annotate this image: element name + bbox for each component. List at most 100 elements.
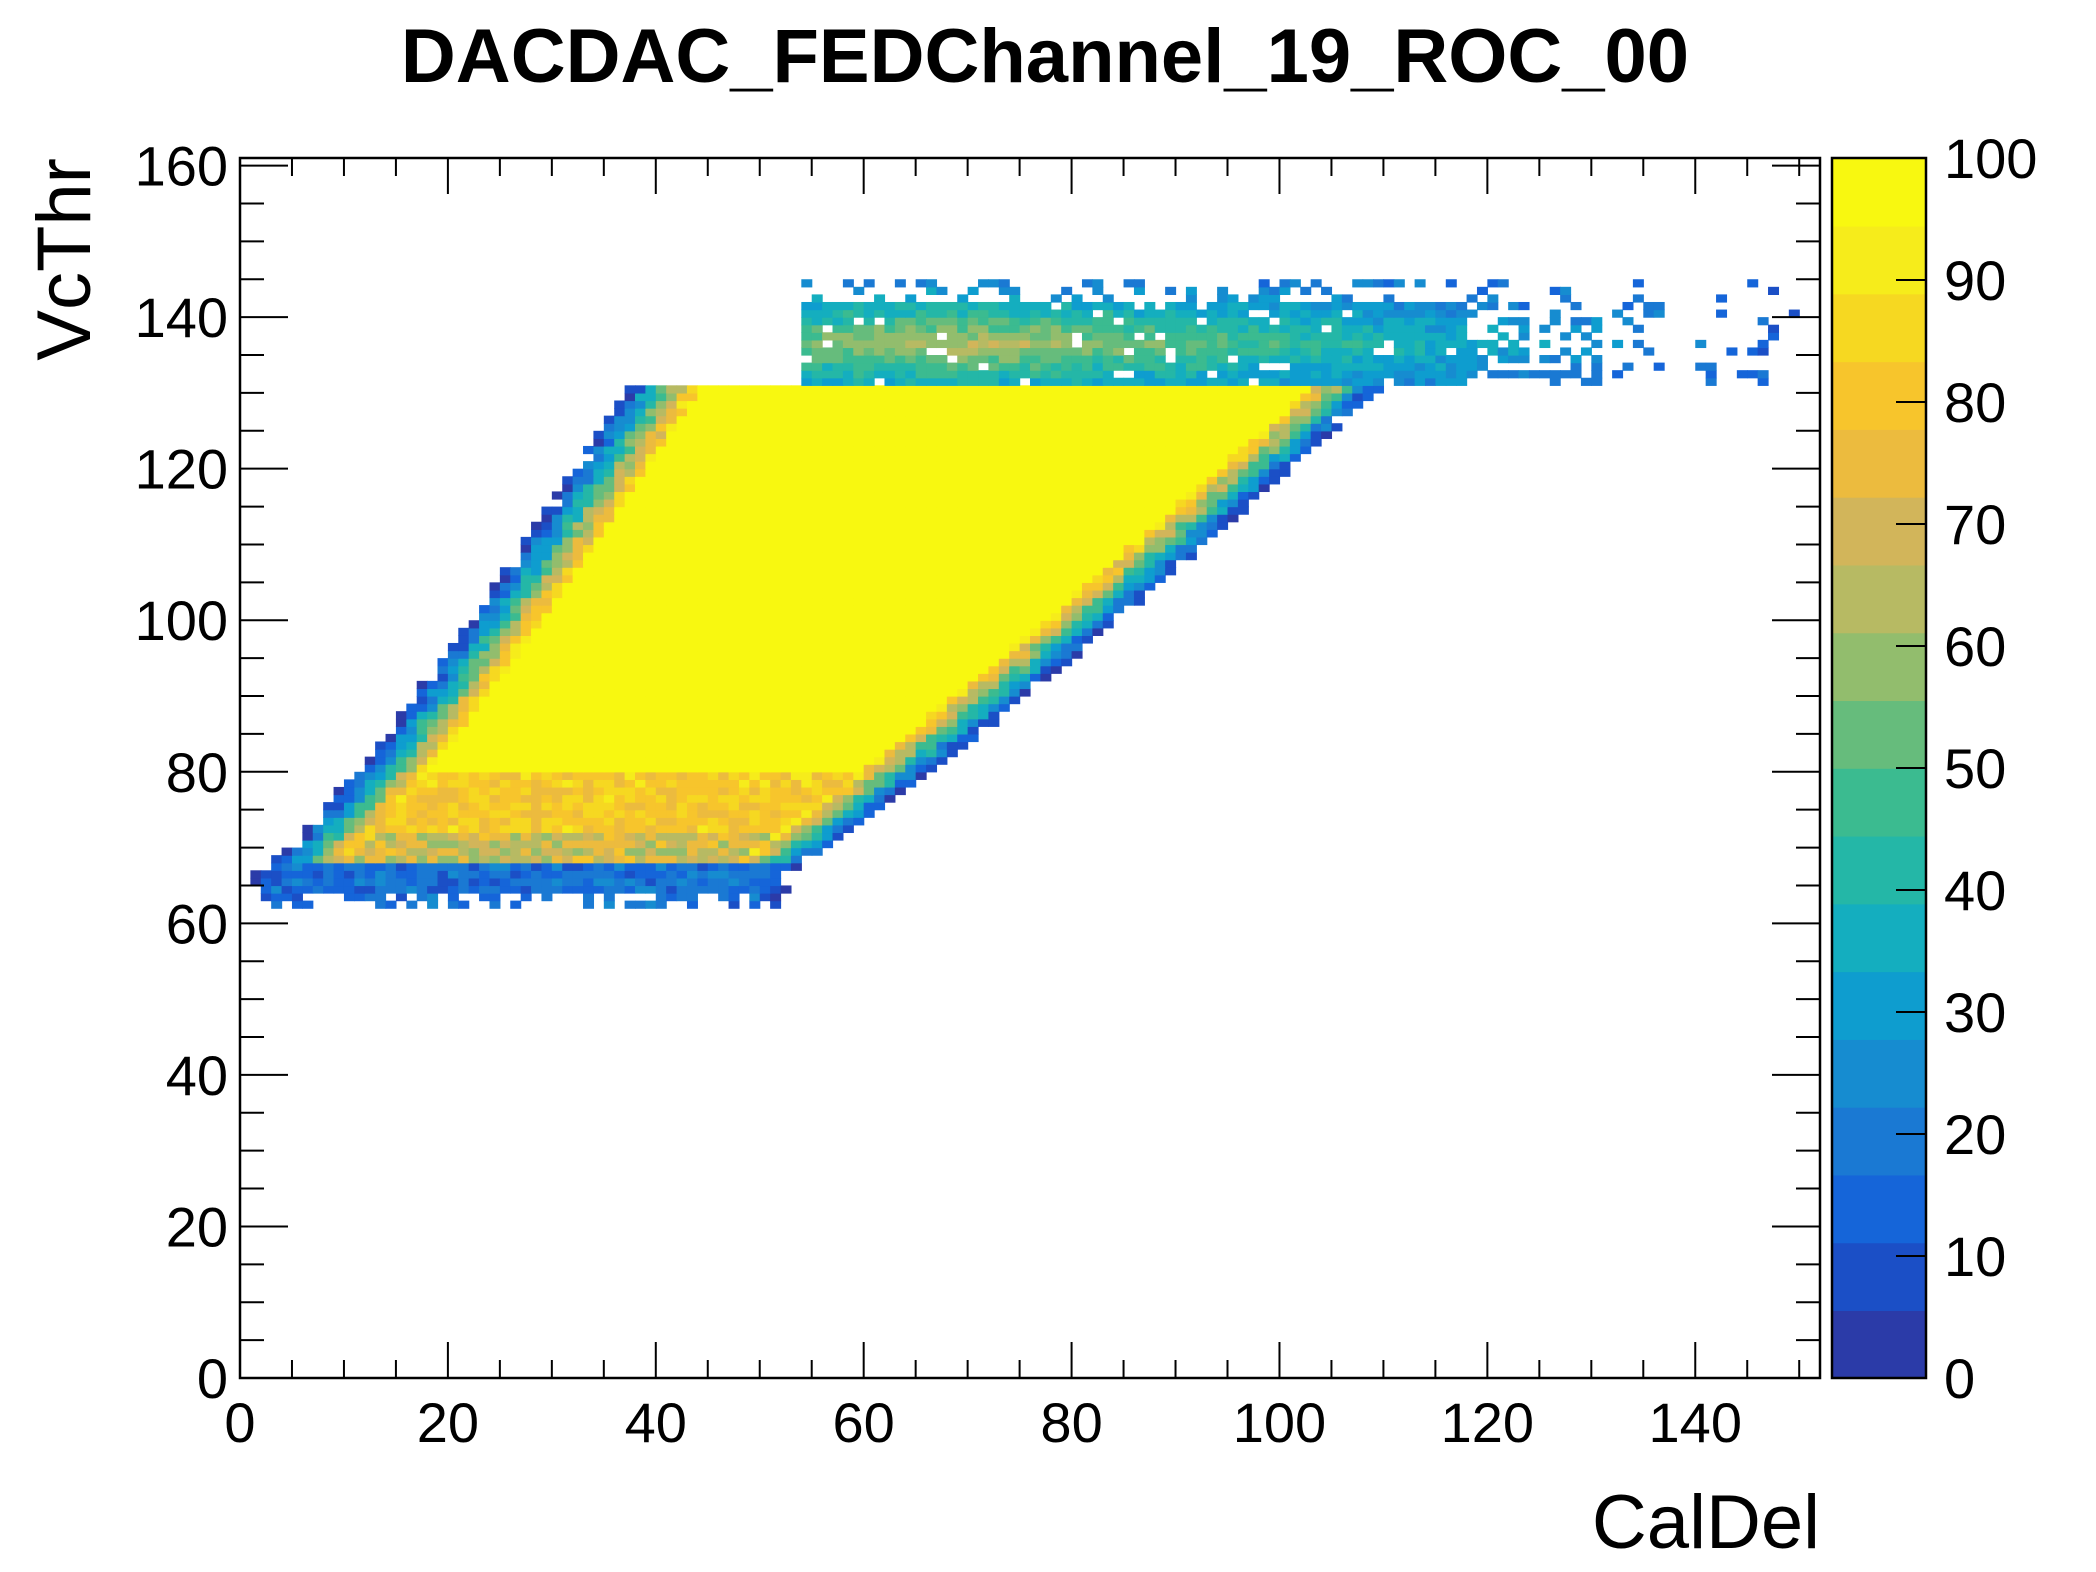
heatmap-cell xyxy=(593,430,605,439)
heatmap-cell xyxy=(1435,347,1447,356)
heatmap-cell xyxy=(645,877,657,887)
heatmap-cell xyxy=(676,877,688,887)
heatmap-cell xyxy=(1144,362,1156,371)
heatmap-cell xyxy=(842,370,854,379)
heatmap-cell xyxy=(1061,347,1073,356)
heatmap-cell xyxy=(759,824,771,834)
heatmap-cell xyxy=(780,703,792,712)
heatmap-cell xyxy=(1071,377,1083,386)
heatmap-cell xyxy=(635,461,646,470)
heatmap-cell xyxy=(1154,521,1166,530)
heatmap-cell xyxy=(874,324,886,333)
heatmap-cell xyxy=(988,476,1000,485)
heatmap-cell xyxy=(1185,423,1197,432)
heatmap-cell xyxy=(1133,476,1145,485)
heatmap-cell xyxy=(1050,498,1062,508)
heatmap-cell xyxy=(926,362,938,371)
heatmap-cell xyxy=(468,817,480,826)
heatmap-cell xyxy=(541,726,553,735)
heatmap-cell xyxy=(1123,438,1135,447)
heatmap-cell xyxy=(551,597,563,606)
heatmap-cell xyxy=(1237,468,1249,477)
heatmap-cell xyxy=(1258,468,1270,477)
heatmap-cell xyxy=(676,839,688,849)
heatmap-cell xyxy=(998,597,1010,606)
heatmap-cell xyxy=(759,544,771,553)
heatmap-cell xyxy=(884,430,896,439)
heatmap-cell xyxy=(707,855,719,864)
heatmap-cell xyxy=(884,635,896,644)
heatmap-cell xyxy=(1019,680,1031,690)
heatmap-cell xyxy=(884,461,896,470)
heatmap-cell xyxy=(531,521,543,530)
heatmap-cell xyxy=(738,498,750,508)
heatmap-cell xyxy=(603,491,615,500)
heatmap-cell xyxy=(988,430,1000,439)
heatmap-cell xyxy=(707,498,719,508)
heatmap-cell xyxy=(853,377,865,386)
heatmap-cell xyxy=(1196,483,1208,493)
heatmap-cell xyxy=(1373,355,1385,364)
heatmap-cell xyxy=(1165,324,1177,333)
heatmap-cell xyxy=(998,696,1010,705)
heatmap-cell xyxy=(1175,317,1187,326)
heatmap-cell xyxy=(260,877,272,887)
heatmap-cell xyxy=(863,536,875,546)
heatmap-cell xyxy=(603,802,615,811)
heatmap-cell xyxy=(624,726,636,735)
heatmap-cell xyxy=(936,741,948,750)
heatmap-cell xyxy=(499,794,511,803)
heatmap-cell xyxy=(946,317,958,326)
heatmap-cell xyxy=(614,468,626,477)
heatmap-cell xyxy=(1019,453,1031,462)
heatmap-cell xyxy=(1123,430,1135,439)
heatmap-cell xyxy=(562,703,574,712)
heatmap-cell xyxy=(697,529,709,538)
heatmap-cell xyxy=(749,839,761,849)
heatmap-cell xyxy=(915,680,927,690)
heatmap-cell xyxy=(635,703,646,712)
heatmap-cell xyxy=(801,309,813,318)
heatmap-cell xyxy=(780,597,792,606)
heatmap-cell xyxy=(1289,377,1301,386)
heatmap-cell xyxy=(499,605,511,614)
heatmap-cell xyxy=(957,642,969,652)
heatmap-cell xyxy=(1040,521,1052,530)
heatmap-cell xyxy=(853,567,865,576)
heatmap-cell xyxy=(655,870,667,879)
heatmap-cell xyxy=(375,809,387,818)
heatmap-cell xyxy=(458,817,470,826)
heatmap-cell xyxy=(1092,400,1104,409)
heatmap-cell xyxy=(988,347,1000,356)
heatmap-cell xyxy=(635,870,646,879)
heatmap-cell xyxy=(1102,317,1114,326)
heatmap-cell xyxy=(1165,408,1177,417)
heatmap-cell xyxy=(915,582,927,591)
heatmap-cell xyxy=(874,468,886,477)
heatmap-cell xyxy=(385,862,397,871)
heatmap-cell xyxy=(780,612,792,621)
heatmap-cell xyxy=(1206,483,1218,493)
heatmap-cell xyxy=(957,461,969,470)
heatmap-cell xyxy=(655,771,667,780)
heatmap-cell xyxy=(1185,491,1197,500)
heatmap-cell xyxy=(915,423,927,432)
heatmap-cell xyxy=(936,582,948,591)
heatmap-cell xyxy=(458,673,470,682)
heatmap-cell xyxy=(728,794,740,803)
heatmap-cell xyxy=(998,286,1010,295)
heatmap-cell xyxy=(1144,347,1156,356)
heatmap-cell xyxy=(957,521,969,530)
heatmap-cell xyxy=(655,536,667,546)
heatmap-cell xyxy=(1009,650,1021,659)
heatmap-cell xyxy=(1071,317,1083,326)
heatmap-cell xyxy=(1113,597,1125,606)
heatmap-cell xyxy=(603,688,615,697)
heatmap-cell xyxy=(926,317,938,326)
heatmap-cell xyxy=(447,832,459,841)
heatmap-cell xyxy=(697,817,709,826)
heatmap-cell xyxy=(915,415,927,424)
heatmap-cell xyxy=(884,392,896,402)
heatmap-cell xyxy=(1154,453,1166,462)
heatmap-cell xyxy=(946,324,958,333)
